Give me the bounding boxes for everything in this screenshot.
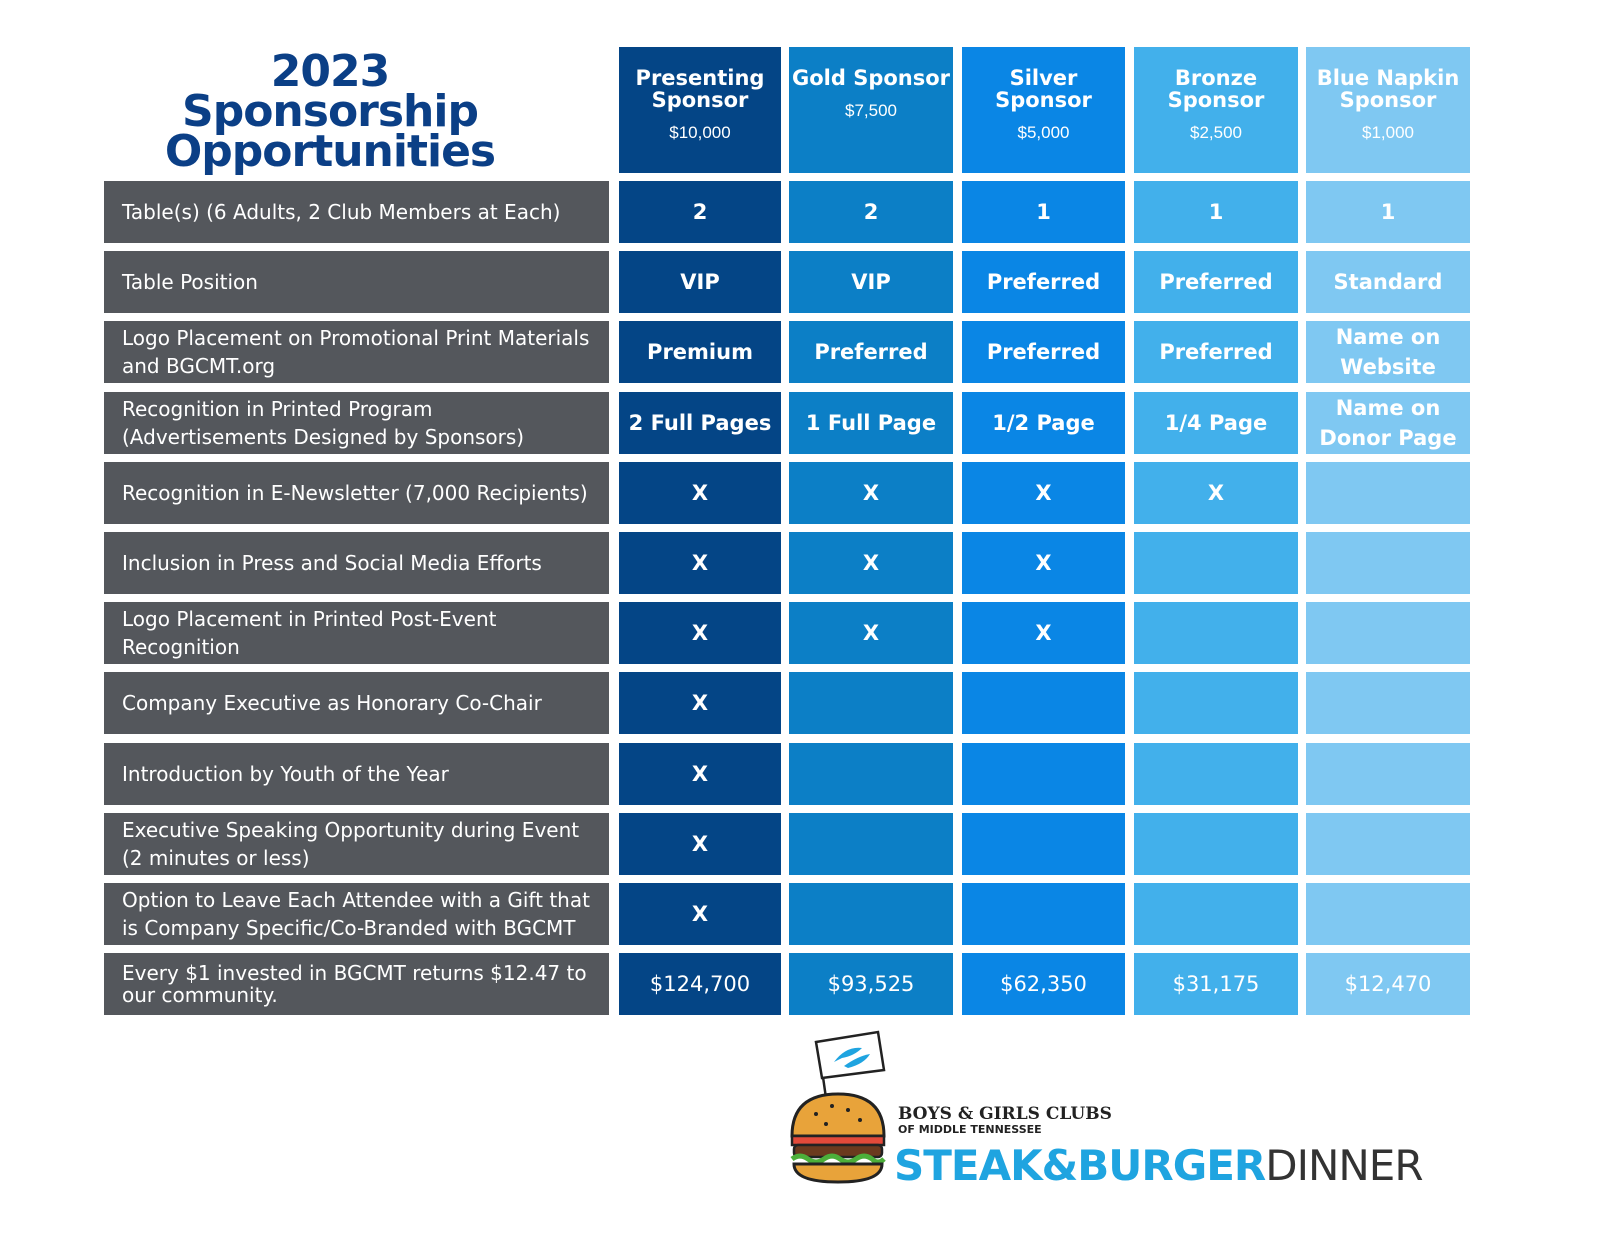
tier-name: Bronze Sponsor [1167,66,1265,112]
org-name-line-1: BOYS & GIRLS CLUBS [898,1104,1112,1124]
benefit-cell-silver: X [962,532,1125,594]
event-name-part-2: DINNER [1265,1141,1423,1190]
benefit-cell-gold: Preferred [789,321,953,383]
title-line-2: Opportunities [164,126,496,177]
benefit-cell-silver [962,743,1125,805]
benefit-cell-blue-napkin [1306,672,1470,734]
tier-price: $10,000 [669,123,731,142]
benefit-cell-presenting: X [619,462,781,524]
benefit-cell-gold: X [789,532,953,594]
benefit-cell-bronze [1134,532,1298,594]
tier-price: $5,000 [1017,123,1070,142]
benefit-cell-blue-napkin [1306,813,1470,875]
benefit-cell-blue-napkin [1306,883,1470,945]
benefit-cell-gold [789,813,953,875]
benefit-cell-bronze: 1 [1134,181,1298,243]
benefit-cell-presenting: 2 [619,181,781,243]
benefit-label: Option to Leave Each Attendee with a Gif… [104,883,609,945]
benefit-cell-gold [789,883,953,945]
benefit-label: Executive Speaking Opportunity during Ev… [104,813,609,875]
tier-header-blue-napkin: Blue Napkin Sponsor $1,000 [1306,47,1470,173]
benefit-cell-silver [962,813,1125,875]
benefit-cell-bronze: 1/4 Page [1134,392,1298,454]
event-name-part-1: STEAK&BURGER [894,1141,1266,1190]
benefit-cell-gold: $93,525 [789,953,953,1015]
benefit-cell-bronze: $31,175 [1134,953,1298,1015]
benefit-cell-bronze: X [1134,462,1298,524]
benefit-label: Recognition in E-Newsletter (7,000 Recip… [104,462,609,524]
event-logo [790,1030,886,1184]
benefit-cell-bronze [1134,602,1298,664]
benefit-cell-presenting: X [619,743,781,805]
benefit-label: Logo Placement on Promotional Print Mate… [104,321,609,383]
tier-header-presenting: Presenting Sponsor $10,000 [619,47,781,173]
tier-price: $7,500 [845,101,897,120]
tier-price: $1,000 [1362,123,1414,142]
org-name-line-2: OF MIDDLE TENNESSEE [898,1123,1042,1136]
benefit-label: Inclusion in Press and Social Media Effo… [104,532,609,594]
tier-name: Gold Sponsor [791,66,951,90]
benefit-cell-silver: Preferred [962,321,1125,383]
benefit-cell-bronze [1134,813,1298,875]
benefit-cell-blue-napkin [1306,602,1470,664]
benefit-cell-silver: 1/2 Page [962,392,1125,454]
event-name: STEAK&BURGERDINNER [894,1140,1424,1192]
benefit-cell-presenting: X [619,813,781,875]
tier-header-bronze: Bronze Sponsor $2,500 [1134,47,1298,173]
benefit-cell-bronze [1134,883,1298,945]
tier-header-gold: Gold Sponsor $7,500 [789,47,953,173]
benefit-cell-silver: X [962,602,1125,664]
title-line-1: 2023 Sponsorship [182,46,479,137]
tier-name: Silver Sponsor [995,66,1092,112]
burger-icon [790,1092,886,1184]
benefit-cell-bronze: Preferred [1134,251,1298,313]
benefit-cell-gold: 2 [789,181,953,243]
benefit-cell-presenting: X [619,672,781,734]
benefit-cell-blue-napkin [1306,462,1470,524]
tier-header-silver: Silver Sponsor $5,000 [962,47,1125,173]
benefit-cell-presenting: X [619,602,781,664]
benefit-cell-blue-napkin [1306,532,1470,594]
benefit-cell-blue-napkin: Name on Donor Page [1306,392,1470,454]
benefit-cell-silver: Preferred [962,251,1125,313]
benefit-cell-gold [789,743,953,805]
benefit-cell-gold: X [789,462,953,524]
benefit-cell-bronze: Preferred [1134,321,1298,383]
benefit-label: Table(s) (6 Adults, 2 Club Members at Ea… [104,181,609,243]
benefit-cell-presenting: X [619,883,781,945]
tier-price: $2,500 [1190,123,1242,142]
benefit-cell-blue-napkin: 1 [1306,181,1470,243]
benefit-cell-silver [962,672,1125,734]
benefit-cell-silver [962,883,1125,945]
benefit-cell-blue-napkin: Standard [1306,251,1470,313]
benefit-cell-gold: X [789,602,953,664]
benefit-cell-blue-napkin: Name on Website [1306,321,1470,383]
benefit-cell-bronze [1134,672,1298,734]
benefit-cell-gold: VIP [789,251,953,313]
benefit-label: Introduction by Youth of the Year [104,743,609,805]
benefit-cell-presenting: $124,700 [619,953,781,1015]
benefit-label: Logo Placement in Printed Post-Event Rec… [104,602,609,664]
benefit-cell-presenting: 2 Full Pages [619,392,781,454]
tier-name: Presenting Sponsor [635,66,765,112]
benefit-cell-bronze [1134,743,1298,805]
tier-name: Blue Napkin Sponsor [1316,66,1460,112]
benefit-cell-presenting: X [619,532,781,594]
benefit-label: Company Executive as Honorary Co-Chair [104,672,609,734]
benefit-label: Recognition in Printed Program (Advertis… [104,392,609,454]
benefit-cell-blue-napkin: $12,470 [1306,953,1470,1015]
benefit-label: Every $1 invested in BGCMT returns $12.4… [104,953,609,1015]
benefit-label: Table Position [104,251,609,313]
page-title: 2023 Sponsorship Opportunities [120,46,540,177]
benefit-cell-silver: $62,350 [962,953,1125,1015]
benefit-cell-gold: 1 Full Page [789,392,953,454]
benefit-cell-silver: 1 [962,181,1125,243]
benefit-cell-silver: X [962,462,1125,524]
benefit-cell-presenting: VIP [619,251,781,313]
benefit-cell-gold [789,672,953,734]
benefit-cell-presenting: Premium [619,321,781,383]
benefit-cell-blue-napkin [1306,743,1470,805]
